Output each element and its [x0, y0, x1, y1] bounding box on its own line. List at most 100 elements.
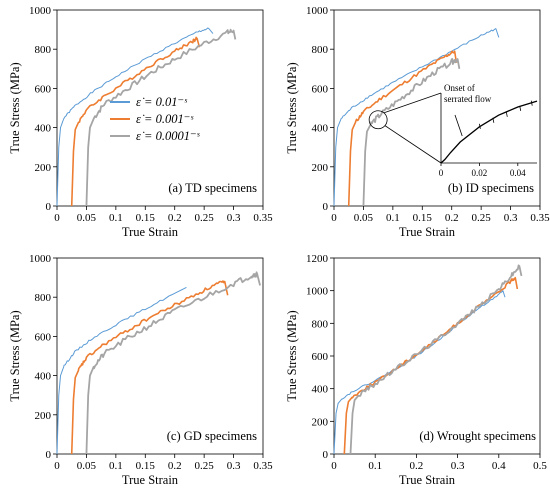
y-tick-label: 600 — [35, 83, 52, 95]
x-tick-label: 0.35 — [253, 460, 273, 472]
inset-annotation: Onset of — [444, 83, 475, 93]
inset-curve — [440, 100, 538, 164]
inset-serration-mark — [479, 123, 481, 129]
y-tick-label: 800 — [35, 44, 52, 56]
y-tick-label: 400 — [35, 371, 52, 383]
x-tick-label: 0.1 — [386, 212, 400, 224]
series-line-slow — [362, 58, 461, 207]
x-tick-label: 0.3 — [504, 212, 518, 224]
y-tick-label: 600 — [312, 351, 329, 363]
panel-caption: (c) GD specimens — [167, 429, 257, 443]
x-tick-label: 0.05 — [77, 460, 97, 472]
x-tick-label: 0.15 — [136, 212, 156, 224]
x-tick-label: 0 — [54, 212, 60, 224]
y-tick-label: 400 — [35, 123, 52, 135]
series-line-mid — [347, 50, 458, 207]
plot-frame — [333, 9, 541, 207]
inset-x-tick-label: 0.02 — [472, 168, 488, 178]
x-tick-label: 0.1 — [109, 460, 123, 472]
plot-frame — [56, 257, 264, 455]
panel-d-wrought-specimens: 0 0.1 0.2 0.3 0.4 0.5 0 200 400 600 800 1000 1200 Tru… — [285, 253, 547, 487]
x-tick-label: 0.15 — [413, 212, 433, 224]
inset-x-tick-label: 0 — [439, 168, 444, 178]
x-tick-label: 0.3 — [451, 460, 465, 472]
inset-annotation: serrated flow — [444, 94, 492, 104]
y-tick-label: 1000 — [306, 5, 329, 17]
x-tick-label: 0.2 — [168, 212, 182, 224]
series-line-slow — [85, 28, 237, 207]
y-tick-label: 200 — [35, 410, 52, 422]
y-tick-label: 1000 — [306, 286, 329, 298]
panel-c-gd-specimens: 0 0.05 0.1 0.15 0.2 0.25 0.3 0.35 0 200 400 600 800 1… — [8, 253, 273, 487]
plot-frame — [56, 9, 264, 207]
panel-a-td-specimens: 0 0.05 0.1 0.15 0.2 0.25 0.3 0.35 0 200 400 600 800 1… — [8, 5, 273, 239]
y-tick-label: 1000 — [29, 253, 52, 265]
x-tick-label: 0.1 — [368, 460, 382, 472]
x-tick-label: 0.35 — [530, 212, 550, 224]
y-axis-title: True Stress (MPa) — [8, 62, 22, 153]
panel-caption: (a) TD specimens — [168, 181, 257, 195]
inset-serration-mark — [519, 105, 522, 111]
x-axis-title: True Strain — [399, 225, 456, 239]
x-tick-label: 0.4 — [492, 460, 506, 472]
x-tick-label: 0.25 — [472, 212, 492, 224]
y-tick-label: 800 — [312, 44, 329, 56]
x-tick-label: 0.3 — [227, 212, 241, 224]
x-tick-label: 0.2 — [445, 212, 459, 224]
x-tick-label: 0.15 — [136, 460, 156, 472]
series-line-slow — [349, 264, 523, 455]
panel-b-id-specimens: 0 0.05 0.1 0.15 0.2 0.25 0.3 0.35 0 200 400 600 800 1… — [285, 5, 550, 239]
x-tick-label: 0.3 — [227, 460, 241, 472]
x-tick-label: 0 — [331, 460, 337, 472]
x-axis-title: True Strain — [122, 473, 179, 487]
x-tick-label: 0.05 — [354, 212, 374, 224]
plot-frame — [333, 257, 541, 455]
strain-rate-legend: ε̇ = 0.01⁻ˢ ε̇ = 0.001⁻ˢ ε̇ = 0.0001⁻ˢ — [110, 95, 201, 143]
y-tick-label: 0 — [323, 449, 329, 461]
y-tick-label: 0 — [46, 449, 52, 461]
legend-label-slow: ε̇ = 0.0001⁻ˢ — [136, 129, 201, 143]
series-line-mid — [70, 36, 201, 207]
legend-label-fast: ε̇ = 0.01⁻ˢ — [136, 95, 188, 109]
y-tick-label: 400 — [312, 123, 329, 135]
x-tick-label: 0 — [54, 460, 60, 472]
y-axis-title: True Stress (MPa) — [8, 310, 22, 401]
y-tick-label: 800 — [312, 318, 329, 330]
y-tick-label: 600 — [35, 331, 52, 343]
y-tick-label: 400 — [312, 384, 329, 396]
y-tick-label: 600 — [312, 83, 329, 95]
x-tick-label: 0.5 — [533, 460, 547, 472]
legend-label-mid: ε̇ = 0.001⁻ˢ — [136, 112, 194, 126]
y-tick-label: 0 — [46, 201, 52, 213]
x-tick-label: 0.2 — [410, 460, 424, 472]
y-tick-label: 800 — [35, 292, 52, 304]
x-axis-title: True Strain — [399, 473, 456, 487]
inset-x-tick-label: 0.04 — [510, 168, 526, 178]
x-axis-title: True Strain — [122, 225, 179, 239]
series-line-slow — [85, 271, 261, 455]
inset-serration-mark — [505, 111, 508, 117]
x-tick-label: 0.25 — [195, 212, 215, 224]
panel-caption: (b) ID specimens — [448, 181, 534, 195]
inset-serration-mark — [530, 100, 533, 106]
magnifier-circle — [368, 110, 388, 130]
x-tick-label: 0.05 — [77, 212, 97, 224]
x-tick-label: 0.25 — [195, 460, 215, 472]
inset-serration-mark — [492, 117, 495, 123]
y-tick-label: 1200 — [306, 253, 329, 265]
y-tick-label: 200 — [312, 162, 329, 174]
magnifier-connector — [384, 125, 442, 164]
y-tick-label: 1000 — [29, 5, 52, 17]
inset-background — [441, 93, 537, 163]
x-tick-label: 0.1 — [109, 212, 123, 224]
y-axis-title: True Stress (MPa) — [285, 62, 299, 153]
series-line-fast — [56, 286, 187, 455]
series-line-mid — [70, 280, 229, 455]
y-tick-label: 0 — [323, 201, 329, 213]
x-tick-label: 0.2 — [168, 460, 182, 472]
inset-annotation-arrow — [454, 114, 463, 137]
y-tick-label: 200 — [35, 162, 52, 174]
y-tick-label: 200 — [312, 416, 329, 428]
